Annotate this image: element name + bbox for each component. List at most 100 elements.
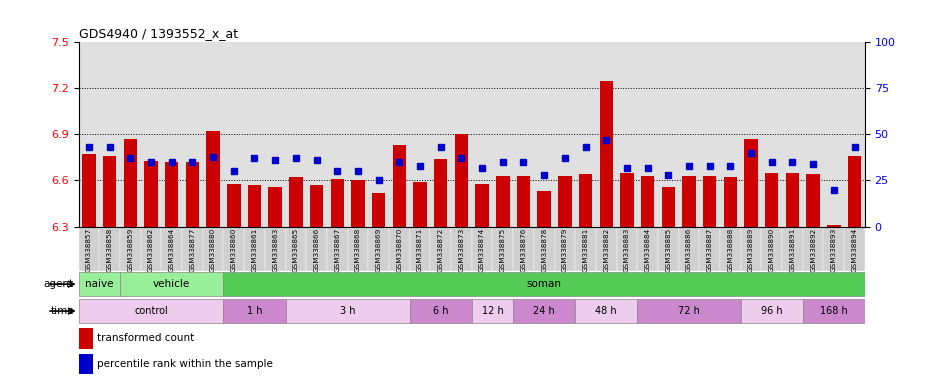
Bar: [248, 185, 261, 227]
Bar: [517, 176, 530, 227]
Bar: [472, 299, 513, 323]
Text: GSM338877: GSM338877: [190, 228, 195, 272]
Bar: [661, 187, 675, 227]
Text: GSM338868: GSM338868: [355, 228, 361, 272]
Text: GSM338869: GSM338869: [376, 228, 382, 272]
Bar: [413, 182, 426, 227]
Text: control: control: [134, 306, 168, 316]
Bar: [224, 227, 244, 271]
Bar: [637, 227, 658, 271]
Text: 48 h: 48 h: [596, 306, 617, 316]
Text: GSM338880: GSM338880: [210, 228, 216, 272]
Text: GSM338884: GSM338884: [645, 228, 650, 272]
Bar: [513, 227, 534, 271]
Text: soman: soman: [526, 279, 561, 289]
Bar: [455, 134, 468, 227]
Bar: [558, 176, 572, 227]
Text: 96 h: 96 h: [761, 306, 783, 316]
Text: 6 h: 6 h: [433, 306, 449, 316]
Bar: [679, 227, 699, 271]
Text: 72 h: 72 h: [678, 306, 700, 316]
Text: GSM338879: GSM338879: [561, 228, 568, 272]
Bar: [290, 177, 302, 227]
Bar: [537, 191, 551, 227]
Text: GSM338874: GSM338874: [479, 228, 485, 272]
Text: GSM338881: GSM338881: [583, 228, 588, 272]
Bar: [534, 227, 554, 271]
Text: naive: naive: [85, 279, 114, 289]
Text: GSM338858: GSM338858: [106, 228, 113, 272]
Bar: [327, 227, 348, 271]
Bar: [575, 299, 637, 323]
Text: GSM338891: GSM338891: [789, 228, 796, 272]
Text: GSM338870: GSM338870: [396, 228, 402, 272]
Bar: [310, 185, 324, 227]
Bar: [227, 184, 240, 227]
Bar: [79, 272, 120, 296]
Bar: [430, 227, 451, 271]
Bar: [434, 159, 448, 227]
Bar: [161, 227, 182, 271]
Bar: [265, 227, 286, 271]
Bar: [330, 179, 344, 227]
Text: transformed count: transformed count: [97, 333, 194, 343]
Bar: [182, 227, 203, 271]
Bar: [741, 299, 803, 323]
Bar: [224, 272, 865, 296]
Text: GSM338875: GSM338875: [500, 228, 506, 272]
Bar: [575, 227, 596, 271]
Bar: [513, 299, 575, 323]
Text: GSM338882: GSM338882: [603, 228, 610, 272]
Text: GSM338887: GSM338887: [707, 228, 712, 272]
Bar: [761, 227, 783, 271]
Text: GSM338876: GSM338876: [521, 228, 526, 272]
Bar: [745, 139, 758, 227]
Bar: [410, 299, 472, 323]
Text: agent: agent: [43, 279, 74, 289]
Bar: [617, 227, 637, 271]
Bar: [203, 227, 224, 271]
Text: GSM338872: GSM338872: [438, 228, 444, 272]
Bar: [141, 227, 161, 271]
Bar: [103, 156, 117, 227]
Bar: [144, 161, 158, 227]
Bar: [99, 227, 120, 271]
Bar: [599, 81, 613, 227]
Bar: [389, 227, 410, 271]
Bar: [368, 227, 389, 271]
Bar: [268, 187, 282, 227]
Text: GSM338867: GSM338867: [334, 228, 340, 272]
Bar: [79, 299, 224, 323]
Bar: [79, 328, 92, 349]
Bar: [120, 227, 141, 271]
Text: GSM338890: GSM338890: [769, 228, 775, 272]
Text: GSM338865: GSM338865: [293, 228, 299, 272]
Bar: [496, 176, 510, 227]
Bar: [723, 177, 737, 227]
Text: GSM338861: GSM338861: [252, 228, 257, 272]
Bar: [720, 227, 741, 271]
Text: GSM338878: GSM338878: [541, 228, 548, 272]
Bar: [785, 173, 799, 227]
Bar: [637, 299, 741, 323]
Bar: [165, 162, 179, 227]
Bar: [803, 227, 823, 271]
Text: time: time: [50, 306, 74, 316]
Text: vehicle: vehicle: [154, 279, 191, 289]
Bar: [392, 145, 406, 227]
Bar: [244, 227, 265, 271]
Bar: [741, 227, 761, 271]
Text: GSM338866: GSM338866: [314, 228, 319, 272]
Text: 3 h: 3 h: [339, 306, 355, 316]
Text: GDS4940 / 1393552_x_at: GDS4940 / 1393552_x_at: [79, 27, 238, 40]
Bar: [699, 227, 720, 271]
Bar: [554, 227, 575, 271]
Text: GSM338888: GSM338888: [727, 228, 734, 272]
Bar: [641, 176, 654, 227]
Bar: [683, 176, 696, 227]
Bar: [620, 173, 634, 227]
Bar: [475, 184, 488, 227]
Bar: [372, 193, 386, 227]
Text: GSM338860: GSM338860: [231, 228, 237, 272]
Bar: [451, 227, 472, 271]
